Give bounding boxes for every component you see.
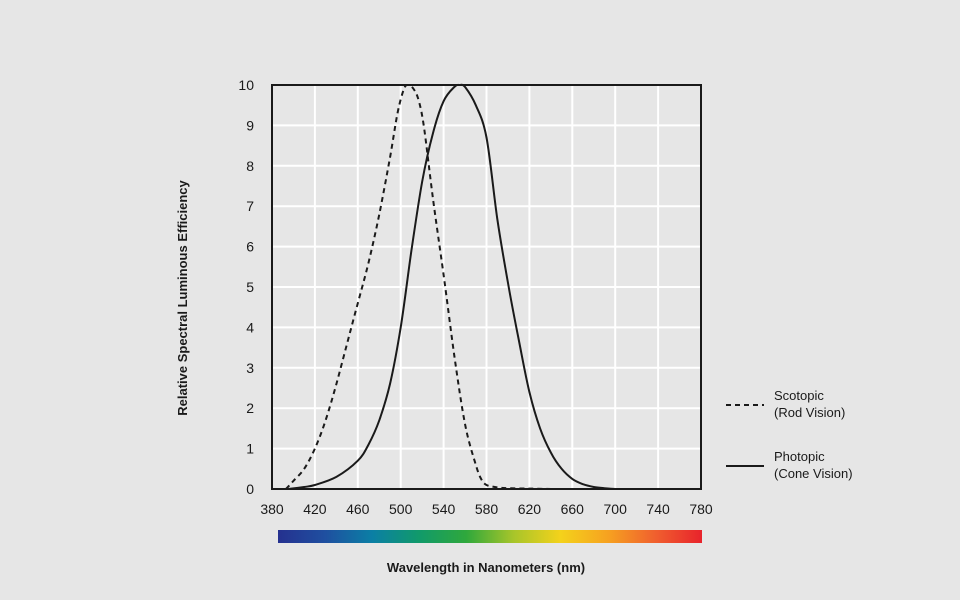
- spectrum-bar: [278, 530, 702, 543]
- x-tick-label: 540: [432, 501, 456, 517]
- x-tick-label: 420: [303, 501, 327, 517]
- x-tick-label: 580: [475, 501, 499, 517]
- plot-frame: [271, 84, 702, 490]
- x-tick-label: 780: [689, 501, 713, 517]
- x-tick-label: 620: [518, 501, 542, 517]
- legend: Scotopic (Rod Vision) Photopic (Cone Vision…: [726, 388, 853, 481]
- y-tick-label: 0: [246, 481, 254, 497]
- y-tick-label: 6: [246, 239, 254, 255]
- x-tick-label: 460: [346, 501, 370, 517]
- legend-sublabel-photopic: (Cone Vision): [774, 466, 853, 481]
- legend-label-scotopic: Scotopic: [774, 388, 824, 403]
- y-tick-label: 9: [246, 117, 254, 133]
- y-axis-ticks: 0 1 2 3 4 5 6 7 8 9 10: [238, 77, 254, 497]
- y-tick-label: 5: [246, 279, 254, 295]
- x-axis-title: Wavelength in Nanometers (nm): [387, 560, 585, 575]
- y-tick-label: 1: [246, 441, 254, 457]
- y-tick-label: 10: [238, 77, 254, 93]
- series-scotopic-line: [285, 83, 562, 491]
- x-tick-label: 500: [389, 501, 413, 517]
- y-tick-label: 4: [246, 319, 254, 335]
- y-tick-label: 7: [246, 198, 254, 214]
- y-tick-label: 2: [246, 400, 254, 416]
- legend-label-photopic: Photopic: [774, 449, 825, 464]
- y-axis-title: Relative Spectral Luminous Efficiency: [175, 179, 190, 415]
- y-tick-label: 8: [246, 158, 254, 174]
- legend-sublabel-scotopic: (Rod Vision): [774, 405, 845, 420]
- y-tick-label: 3: [246, 360, 254, 376]
- x-tick-label: 740: [646, 501, 670, 517]
- x-tick-label: 380: [260, 501, 284, 517]
- x-axis-ticks: 380 420 460 500 540 580 620 660 700 740 780: [260, 501, 713, 517]
- x-tick-label: 660: [561, 501, 585, 517]
- x-tick-label: 700: [604, 501, 628, 517]
